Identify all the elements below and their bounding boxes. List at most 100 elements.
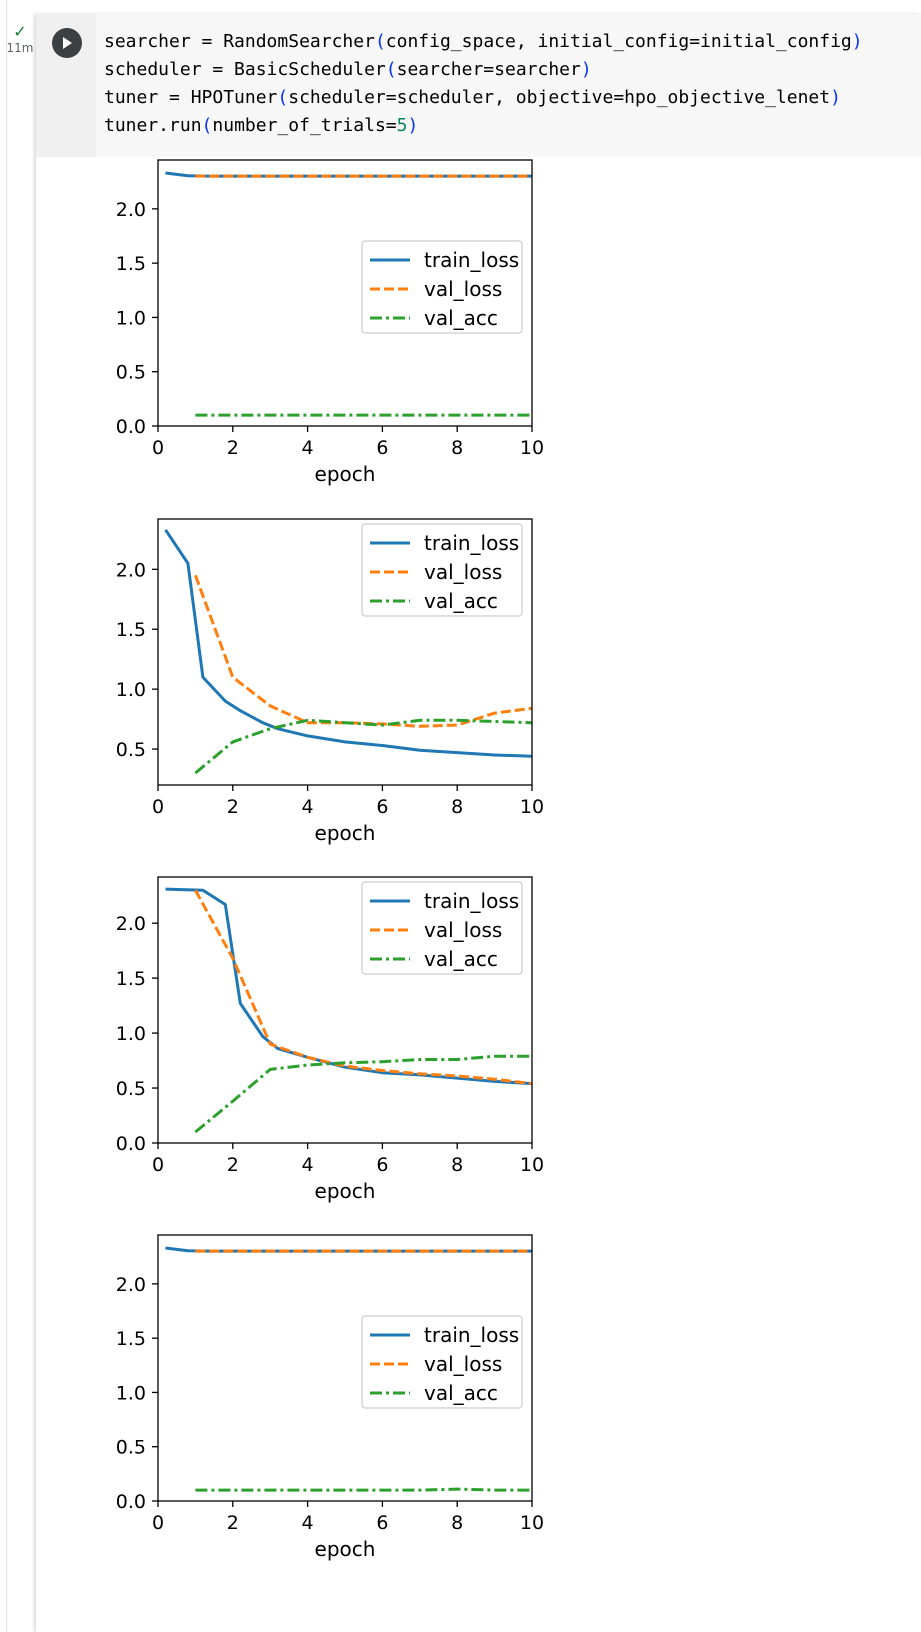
legend: train_loss val_loss val_acc (361, 240, 523, 334)
code-line: tuner = HPOTuner(scheduler=scheduler, ob… (104, 87, 841, 108)
axes-frame (157, 159, 533, 427)
legend: train_loss val_loss val_acc (361, 1315, 523, 1409)
code-token: tuner.run (104, 115, 202, 136)
legend-box (361, 1315, 523, 1409)
training-plot-trial-4: 0 2 4 6 8 10 0.0 0.5 1.0 1.5 2.0 epoch train_lossval… (116, 1234, 544, 1561)
legend-box (361, 240, 523, 334)
x-tick-label: 4 (302, 437, 314, 459)
series-line-val-acc (194, 1054, 532, 1134)
code-token: number_of_trials= (212, 115, 397, 136)
code-token: scheduler = BasicScheduler (104, 59, 386, 80)
x-tick-label: 4 (302, 796, 314, 818)
x-tick-label: 0 (152, 796, 164, 818)
cell-execution-status: ✓ 11m (4, 22, 36, 56)
code-number: 5 (396, 115, 408, 136)
x-tick-label: 6 (376, 1512, 388, 1534)
training-plot-trial-2: 0 2 4 6 8 10 0.5 1.0 1.5 2.0 epoch train_loss val_lo… (116, 518, 544, 845)
legend-label: train_loss (424, 531, 519, 555)
y-tick-label: 0.5 (116, 739, 146, 761)
axes-frame (157, 1234, 533, 1502)
code-line: searcher = RandomSearcher(config_space, … (104, 31, 863, 52)
code-line: tuner.run(number_of_trials=5) (104, 115, 418, 136)
y-tick-label: 0.0 (116, 1133, 146, 1155)
series-line-val-acc (195, 1487, 532, 1492)
x-tick-label: 6 (376, 796, 388, 818)
series-line-train-loss (164, 528, 532, 758)
x-tick-label: 2 (227, 796, 239, 818)
y-tick-label: 1.5 (116, 619, 146, 641)
y-tick-label: 1.0 (116, 679, 146, 701)
y-tick-label: 2.0 (116, 1274, 146, 1296)
legend-label: val_acc (424, 589, 498, 613)
x-tick-label: 6 (376, 1154, 388, 1176)
code-line: scheduler = BasicScheduler(searcher=sear… (104, 59, 592, 80)
x-axis-label: epoch (315, 462, 376, 486)
y-tick-label: 0.5 (116, 1078, 146, 1100)
legend: train_loss val_loss val_acc (361, 523, 523, 617)
notebook-gutter-line (6, 0, 7, 1632)
x-tick-label: 10 (520, 437, 544, 459)
x-tick-label: 2 (227, 1154, 239, 1176)
y-tick-label: 0.5 (116, 362, 146, 384)
x-tick-label: 10 (520, 1154, 544, 1176)
y-tick-label: 2.0 (116, 913, 146, 935)
y-tick-label: 2.0 (116, 559, 146, 581)
axes-frame (157, 876, 533, 1144)
y-tick-label: 0.5 (116, 1437, 146, 1459)
y-tick-label: 2.0 (116, 199, 146, 221)
y-tick-label: 1.5 (116, 1328, 146, 1350)
x-tick-label: 2 (227, 437, 239, 459)
y-tick-label: 1.5 (116, 968, 146, 990)
x-tick-label: 2 (227, 1512, 239, 1534)
y-tick-label: 0.0 (116, 1491, 146, 1513)
execution-time: 11m (6, 41, 34, 55)
check-icon: ✓ (13, 22, 27, 41)
series-line-val-loss (194, 889, 532, 1086)
legend: train_loss val_loss val_acc (361, 881, 523, 975)
x-tick-label: 4 (302, 1154, 314, 1176)
x-tick-label: 0 (152, 1512, 164, 1534)
series-line-val-loss (193, 574, 532, 728)
code-token: searcher=searcher (396, 59, 581, 80)
play-icon (63, 37, 72, 49)
legend-label: train_loss (424, 1323, 519, 1347)
code-paren: ( (201, 115, 213, 136)
code-token: searcher = RandomSearcher (104, 31, 375, 52)
y-tick-label: 1.0 (116, 307, 146, 329)
code-text[interactable]: searcher = RandomSearcher(config_space, … (104, 28, 863, 140)
code-paren: ) (580, 59, 592, 80)
y-tick-label: 1.5 (116, 253, 146, 275)
legend-label: val_loss (424, 560, 502, 584)
code-paren: ) (407, 115, 419, 136)
code-paren: ( (374, 31, 386, 52)
run-cell-button[interactable] (52, 28, 82, 58)
y-tick-label: 1.0 (116, 1382, 146, 1404)
axes-frame (157, 518, 533, 786)
legend-label: train_loss (424, 889, 519, 913)
legend-box (361, 881, 523, 975)
code-editor[interactable] (96, 14, 921, 157)
legend-label: val_acc (424, 306, 498, 330)
legend-label: val_loss (424, 277, 502, 301)
series-line-val-acc (194, 718, 532, 775)
x-tick-label: 8 (451, 1154, 463, 1176)
x-axis-label: epoch (315, 821, 376, 845)
code-token: tuner = HPOTuner (104, 87, 278, 108)
code-token: config_space, initial_config=initial_con… (385, 31, 852, 52)
x-tick-label: 10 (520, 1512, 544, 1534)
legend-label: train_loss (424, 248, 519, 272)
code-paren: ) (851, 31, 863, 52)
x-tick-label: 8 (451, 1512, 463, 1534)
legend-box (361, 523, 523, 617)
x-tick-label: 0 (152, 437, 164, 459)
legend-label: val_acc (424, 947, 498, 971)
x-axis-label: epoch (315, 1537, 376, 1561)
y-tick-label: 1.0 (116, 1023, 146, 1045)
code-paren: ( (277, 87, 289, 108)
x-tick-label: 6 (376, 437, 388, 459)
x-tick-label: 8 (451, 437, 463, 459)
x-tick-label: 10 (520, 796, 544, 818)
x-tick-label: 0 (152, 1154, 164, 1176)
code-paren: ) (830, 87, 841, 108)
training-plot-trial-1: 0 2 4 6 8 10 0.0 0.5 1.0 1.5 2.0 epoch train_lossval… (116, 159, 544, 486)
